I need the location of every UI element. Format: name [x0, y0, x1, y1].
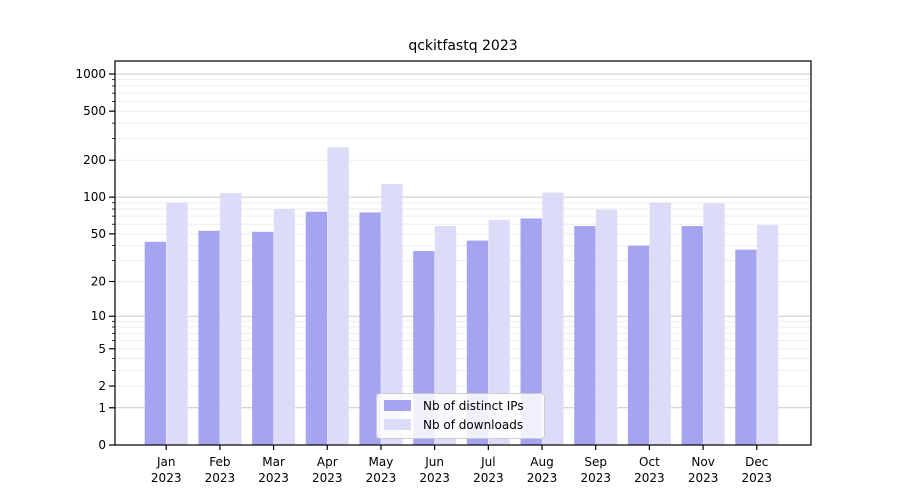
bar-nb-of-distinct-ips-mar	[252, 231, 274, 445]
bar-nb-of-downloads-sep	[595, 209, 618, 445]
x-tick-label-year: 2023	[527, 471, 558, 485]
bar-nb-of-downloads-oct	[649, 202, 671, 445]
x-tick-label-month: Apr	[317, 455, 338, 469]
x-tick-label-year: 2023	[151, 471, 182, 485]
y-tick-label: 10	[91, 309, 106, 323]
legend-box	[376, 393, 545, 439]
y-tick-label: 500	[83, 104, 106, 118]
x-tick-label-month: Sep	[584, 455, 607, 469]
bar-nb-of-distinct-ips-oct	[627, 245, 650, 445]
bar-nb-of-downloads-feb	[220, 193, 242, 445]
legend-label-downloads: Nb of downloads	[423, 418, 523, 432]
bar-nb-of-downloads-mar	[273, 209, 296, 445]
legend-swatch-distinct-ips-icon	[384, 400, 411, 411]
chart-title: qckitfastq 2023	[408, 38, 517, 54]
x-tick-label-year: 2023	[580, 471, 611, 485]
bar-nb-of-distinct-ips-dec	[735, 249, 757, 445]
x-tick-label-month: Dec	[745, 455, 768, 469]
legend: Nb of distinct IPs Nb of downloads	[376, 393, 545, 439]
bar-nb-of-downloads-nov	[703, 203, 725, 445]
bar-nb-of-distinct-ips-sep	[574, 226, 596, 445]
bar-nb-of-downloads-jun	[434, 226, 457, 445]
x-tick-label-month: Feb	[209, 455, 230, 469]
bar-nb-of-downloads-dec	[756, 225, 779, 445]
y-tick-label: 0	[98, 438, 106, 452]
x-tick-label-year: 2023	[688, 471, 719, 485]
bar-nb-of-downloads-apr	[327, 147, 349, 446]
x-tick-label-year: 2023	[205, 471, 236, 485]
legend-swatch-downloads-icon	[384, 419, 411, 430]
y-tick-label: 1	[98, 401, 106, 415]
axes-layer: 0 1 2 5 10 20 50 100 200 500 1000 Jan 2023 Feb 2023 Mar…	[75, 60, 812, 485]
x-tick-label-year: 2023	[419, 471, 450, 485]
y-tick-label: 5	[98, 342, 106, 356]
x-tick-label-month: May	[369, 455, 394, 469]
x-tick-label-year: 2023	[312, 471, 343, 485]
bar-nb-of-downloads-aug	[542, 192, 564, 445]
bar-nb-of-downloads-jan	[166, 202, 188, 445]
x-tick-label-month: Oct	[639, 455, 660, 469]
bar-nb-of-downloads-may	[381, 184, 403, 445]
y-tick-label: 20	[91, 275, 106, 289]
x-tick-label-month: Mar	[262, 455, 285, 469]
bar-nb-of-distinct-ips-aug	[520, 218, 542, 445]
bar-nb-of-distinct-ips-jan	[144, 241, 166, 445]
bar-nb-of-distinct-ips-apr	[305, 211, 328, 445]
x-tick-label-month: Jun	[424, 455, 444, 469]
bar-nb-of-downloads-jul	[488, 220, 510, 445]
y-tick-label: 1000	[75, 67, 106, 81]
x-tick-label-year: 2023	[742, 471, 773, 485]
x-tick-label-month: Nov	[691, 455, 714, 469]
x-tick-label-month: Jan	[156, 455, 176, 469]
x-tick-label-month: Jul	[480, 455, 495, 469]
x-tick-label-year: 2023	[366, 471, 397, 485]
bars-layer	[144, 147, 779, 446]
x-tick-label-year: 2023	[473, 471, 504, 485]
x-tick-label-year: 2023	[634, 471, 665, 485]
x-tick-label-month: Aug	[530, 455, 553, 469]
y-tick-label: 2	[98, 379, 106, 393]
bar-nb-of-distinct-ips-feb	[198, 230, 220, 445]
y-tick-label: 200	[83, 153, 106, 167]
bar-nb-of-distinct-ips-nov	[681, 226, 703, 445]
y-tick-label: 100	[83, 190, 106, 204]
y-tick-label: 50	[91, 227, 106, 241]
plot-border	[114, 60, 812, 446]
legend-label-distinct-ips: Nb of distinct IPs	[423, 399, 524, 413]
bar-nb-of-distinct-ips-may	[359, 212, 381, 445]
x-tick-label-year: 2023	[258, 471, 289, 485]
